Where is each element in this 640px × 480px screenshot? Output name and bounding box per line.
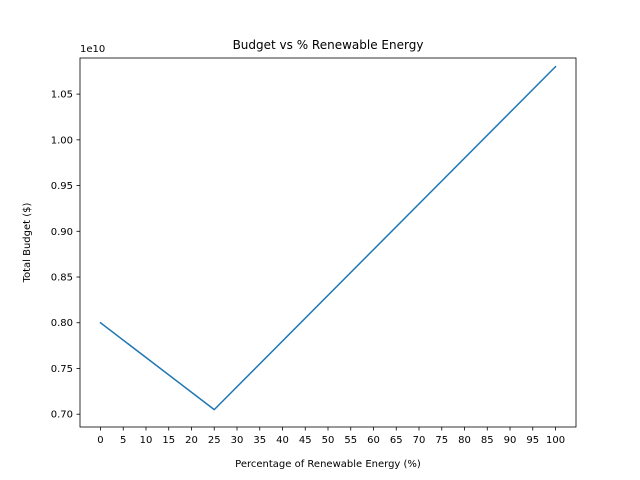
plot-frame — [79, 57, 577, 428]
y-tick-label: 1.05 — [51, 90, 73, 101]
x-tick-label: 25 — [208, 435, 221, 446]
x-tick-label: 85 — [481, 435, 494, 446]
x-tick-label: 0 — [97, 435, 103, 446]
chart-title: Budget vs % Renewable Energy — [233, 38, 424, 52]
x-axis-ticks: 0 5 10 15 20 25 30 35 40 45 50 55 60 65 70 75 80 85 90 95 10… — [97, 427, 565, 446]
x-axis-label: Percentage of Renewable Energy (%) — [235, 459, 421, 470]
x-tick-label: 10 — [140, 435, 153, 446]
x-tick-label: 100 — [546, 435, 565, 446]
y-tick-label: 0.75 — [51, 364, 73, 375]
x-tick-label: 45 — [299, 435, 312, 446]
y-tick-label: 0.90 — [51, 227, 73, 238]
y-tick-label: 0.95 — [51, 181, 73, 192]
x-tick-label: 15 — [162, 435, 175, 446]
x-tick-label: 20 — [185, 435, 198, 446]
x-tick-label: 80 — [458, 435, 471, 446]
x-tick-label: 35 — [253, 435, 266, 446]
x-tick-label: 70 — [413, 435, 426, 446]
series-lines — [99, 65, 557, 411]
x-tick-label: 40 — [276, 435, 289, 446]
x-tick-label: 90 — [504, 435, 517, 446]
series-line — [99, 65, 557, 411]
x-tick-label: 5 — [120, 435, 126, 446]
x-tick-label: 75 — [435, 435, 448, 446]
y-axis-ticks: 0.70 0.75 0.80 0.85 0.90 0.95 1.00 1.05 — [51, 90, 80, 421]
y-tick-label: 1.00 — [51, 135, 73, 146]
x-tick-label: 60 — [367, 435, 380, 446]
y-offset-label: 1e10 — [80, 44, 105, 55]
plot-area — [80, 58, 576, 427]
x-tick-label: 95 — [526, 435, 539, 446]
x-tick-label: 65 — [390, 435, 403, 446]
x-tick-label: 30 — [231, 435, 244, 446]
x-tick-label: 55 — [344, 435, 357, 446]
y-axis-label: Total Budget ($) — [22, 202, 33, 283]
y-tick-label: 0.80 — [51, 318, 73, 329]
y-tick-label: 0.85 — [51, 273, 73, 284]
y-tick-label: 0.70 — [51, 410, 73, 421]
x-tick-label: 50 — [322, 435, 335, 446]
